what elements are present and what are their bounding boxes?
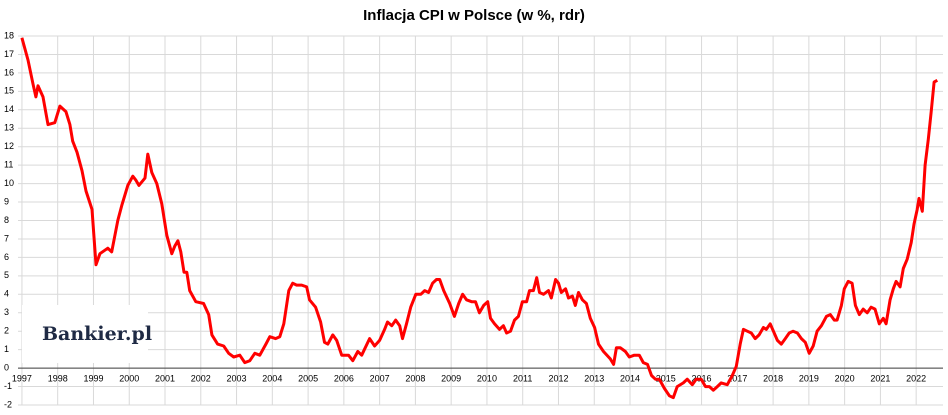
y-tick-label: 17	[4, 49, 14, 59]
x-tick-label: 2017	[727, 373, 747, 383]
x-tick-label: 2012	[548, 373, 568, 383]
logo-box	[22, 305, 148, 363]
y-tick-label: 16	[4, 67, 14, 77]
y-tick-label: 4	[4, 289, 9, 299]
x-tick-label: 2010	[477, 373, 497, 383]
x-tick-label: 1997	[12, 373, 32, 383]
y-tick-label: 0	[4, 362, 9, 372]
x-tick-label: 2014	[620, 373, 640, 383]
y-tick-label: 10	[4, 178, 14, 188]
y-tick-label: 1	[4, 344, 9, 354]
x-tick-label: 2002	[191, 373, 211, 383]
x-tick-label: 2020	[835, 373, 855, 383]
y-tick-label: -1	[4, 381, 12, 391]
x-tick-label: 2015	[656, 373, 676, 383]
x-tick-label: 1999	[83, 373, 103, 383]
y-tick-label: 13	[4, 123, 14, 133]
x-tick-label: 2022	[906, 373, 926, 383]
x-tick-label: 1998	[48, 373, 68, 383]
y-tick-label: 2	[4, 326, 9, 336]
y-tick-label: 14	[4, 104, 14, 114]
y-tick-label: 3	[4, 307, 9, 317]
y-tick-label: 11	[4, 160, 13, 170]
x-tick-label: 2019	[799, 373, 819, 383]
data-line	[20, 37, 939, 400]
logo: Bankier.pl	[42, 323, 152, 345]
plot	[20, 37, 939, 400]
y-tick-label: 18	[4, 30, 14, 40]
x-tick-label: 2009	[441, 373, 461, 383]
x-tick-label: 2008	[405, 373, 425, 383]
x-tick-label: 2000	[119, 373, 139, 383]
x-tick-label: 2001	[155, 373, 175, 383]
y-tick-label: 15	[4, 86, 14, 96]
y-tick-label: 8	[4, 215, 9, 225]
y-tick-label: 6	[4, 252, 9, 262]
y-tick-label: 5	[4, 270, 9, 280]
x-tick-label: 2011	[513, 373, 532, 383]
y-tick-label: 7	[4, 233, 9, 243]
y-tick-label: 9	[4, 196, 9, 206]
chart-title: Inflacja CPI w Polsce (w %, rdr)	[363, 7, 585, 24]
x-tick-label: 2018	[763, 373, 783, 383]
x-tick-label: 2005	[298, 373, 318, 383]
y-tick-label: -2	[4, 399, 12, 409]
x-tick-label: 2021	[870, 373, 890, 383]
x-tick-label: 2007	[370, 373, 390, 383]
x-tick-label: 2013	[584, 373, 604, 383]
x-tick-label: 2004	[262, 373, 282, 383]
x-tick-label: 2003	[227, 373, 247, 383]
y-tick-label: 12	[4, 141, 14, 151]
x-tick-label: 2006	[334, 373, 354, 383]
